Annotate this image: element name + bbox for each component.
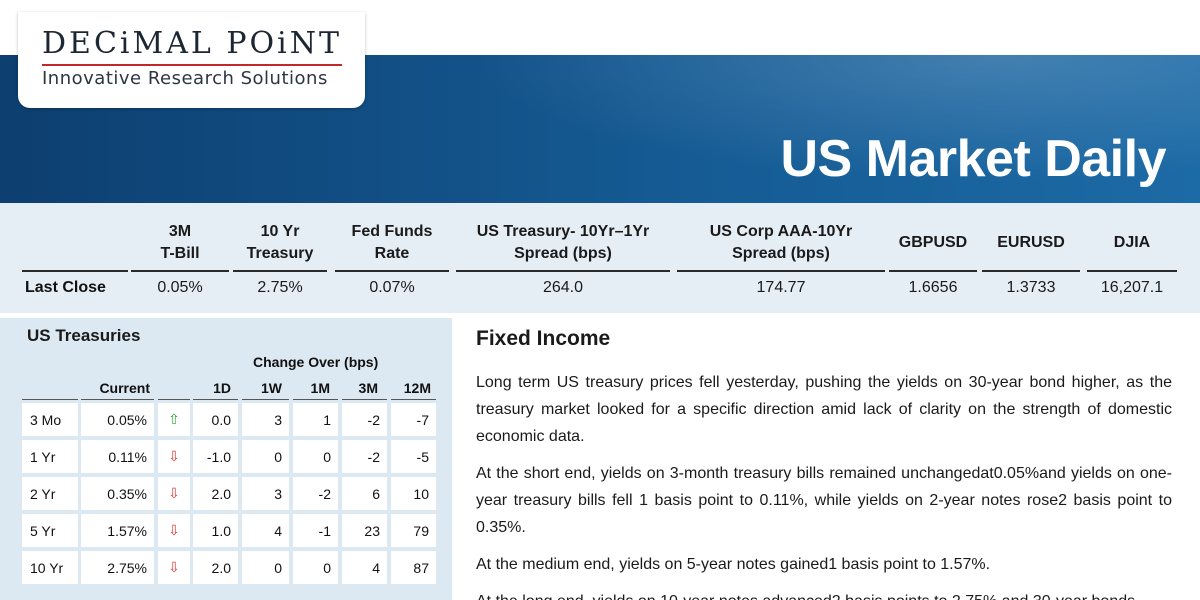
arrow-down-icon: ⇩ [158,477,190,510]
arrow-down-icon: ⇩ [158,514,190,547]
summary-table: Last Close 3M T-Bill 0.05% 10 Yr Treasury … [0,203,1200,313]
change-1w-cell: 3 [242,477,289,510]
col-header-1w: 1W [261,380,282,396]
change-1d-cell: 0.0 [193,403,238,436]
current-yield-cell: 2.75% [81,551,154,584]
summary-rule [22,270,128,272]
header-rule [22,399,78,400]
summary-header-fedfunds: Fed Funds Rate [351,223,433,262]
change-1w-cell: 4 [242,514,289,547]
summary-value-corp-spread: 174.77 [756,279,806,296]
arrow-down-icon: ⇩ [158,551,190,584]
fixed-income-title: Fixed Income [476,327,611,350]
logo-tagline: Innovative Research Solutions [42,68,328,89]
change-1m-cell: 1 [293,403,338,436]
col-header-12m: 12M [403,380,431,396]
current-yield-cell: 0.11% [81,440,154,473]
change-1w-cell: 3 [242,403,289,436]
header-rule [391,399,436,400]
treasuries-panel: US Treasuries Change Over (bps) Current … [0,318,452,600]
paragraph: Long term US treasury prices fell yester… [476,374,1172,445]
change-1w-cell: 0 [242,551,289,584]
tenor-cell: 5 Yr [22,514,78,547]
header-rule [342,399,387,400]
change-12m-cell: 79 [391,514,436,547]
summary-header-3m: 3M T-Bill [160,223,200,262]
col-header-current: Current [99,380,150,396]
change-12m-cell: -7 [391,403,436,436]
paragraph: At the long end, yields on 10-year notes… [476,588,1172,600]
header-rule [158,399,190,400]
change-1m-cell: 0 [293,551,338,584]
summary-value-gbpusd: 1.6656 [908,279,958,296]
logo-rule [42,64,342,66]
logo-name: DECiMAL POiNT [42,26,342,61]
change-1m-cell: -1 [293,514,338,547]
summary-header-djia: DJIA [1113,234,1151,251]
change-12m-cell: -5 [391,440,436,473]
summary-header-corp-spread: US Corp AAA-10Yr Spread (bps) [709,223,853,262]
current-yield-cell: 1.57% [81,514,154,547]
summary-value-3m: 0.05% [157,279,203,296]
summary-rule [889,270,977,272]
current-yield-cell: 0.35% [81,477,154,510]
change-1m-cell: -2 [293,477,338,510]
change-12m-cell: 87 [391,551,436,584]
summary-row-label: Last Close [25,279,106,296]
summary-rule [335,270,449,272]
summary-rule [456,270,670,272]
summary-rule [1087,270,1177,272]
summary-header-gbpusd: GBPUSD [898,234,968,251]
summary-rule [233,270,327,272]
summary-header-10yr: 10 Yr Treasury [246,223,314,262]
change-3m-cell: -2 [342,403,387,436]
tenor-cell: 10 Yr [22,551,78,584]
logo[interactable]: DECiMAL POiNT Innovative Research Soluti… [18,12,365,108]
arrow-down-icon: ⇩ [158,440,190,473]
change-3m-cell: -2 [342,440,387,473]
header-rule [81,399,154,400]
summary-value-djia: 16,207.1 [1100,279,1164,296]
summary-header-treasury-spread: US Treasury- 10Yr–1Yr Spread (bps) [476,223,650,262]
current-yield-cell: 0.05% [81,403,154,436]
change-over-label: Change Over (bps) [253,354,379,370]
col-header-3m: 3M [358,380,378,396]
header-shine [380,55,1200,203]
change-1d-cell: 2.0 [193,477,238,510]
col-header-1d: 1D [213,380,231,396]
page-title: US Market Daily [780,130,1166,188]
change-1d-cell: 1.0 [193,514,238,547]
tenor-cell: 1 Yr [22,440,78,473]
summary-rule [982,270,1080,272]
fixed-income-body: Long term US treasury prices fell yester… [476,369,1172,600]
header-rule [193,399,238,400]
summary-value-10yr: 2.75% [257,279,303,296]
summary-value-fedfunds: 0.07% [369,279,415,296]
change-1d-cell: -1.0 [193,440,238,473]
paragraph: At the short end, yields on 3-month trea… [476,465,1172,536]
paragraph: At the medium end, yields on 5-year note… [476,556,991,573]
change-3m-cell: 6 [342,477,387,510]
header-rule [242,399,289,400]
change-12m-cell: 10 [391,477,436,510]
change-3m-cell: 4 [342,551,387,584]
summary-rule [131,270,229,272]
change-1d-cell: 2.0 [193,551,238,584]
summary-header-eurusd: EURUSD [997,234,1065,251]
summary-value-treasury-spread: 264.0 [542,279,584,296]
arrow-up-icon: ⇧ [158,403,190,436]
change-1m-cell: 0 [293,440,338,473]
tenor-cell: 3 Mo [22,403,78,436]
col-header-1m: 1M [310,380,330,396]
summary-rule [677,270,885,272]
summary-value-eurusd: 1.3733 [1006,279,1056,296]
change-1w-cell: 0 [242,440,289,473]
change-3m-cell: 23 [342,514,387,547]
tenor-cell: 2 Yr [22,477,78,510]
treasuries-title: US Treasuries [27,326,141,345]
header-rule [293,399,338,400]
